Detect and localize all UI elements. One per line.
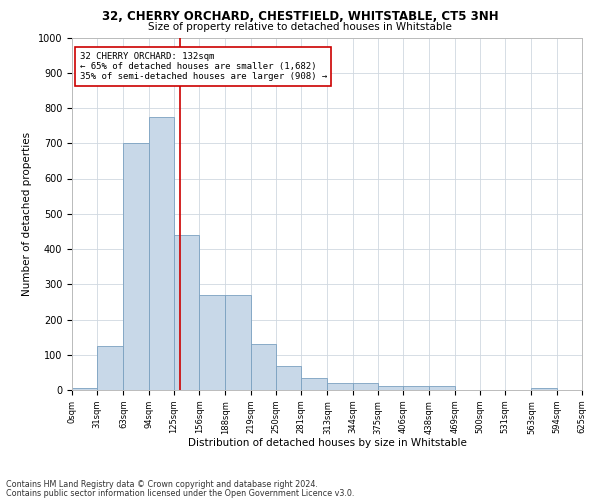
Text: Contains public sector information licensed under the Open Government Licence v3: Contains public sector information licen… xyxy=(6,488,355,498)
Bar xyxy=(199,295,226,390)
Text: 32 CHERRY ORCHARD: 132sqm
← 65% of detached houses are smaller (1,682)
35% of se: 32 CHERRY ORCHARD: 132sqm ← 65% of detac… xyxy=(80,52,327,82)
Bar xyxy=(378,386,403,390)
Bar xyxy=(301,378,328,390)
Bar xyxy=(226,295,251,390)
Bar xyxy=(149,117,174,390)
Bar xyxy=(72,388,97,390)
Y-axis label: Number of detached properties: Number of detached properties xyxy=(22,132,32,296)
Bar xyxy=(251,344,276,390)
X-axis label: Distribution of detached houses by size in Whitstable: Distribution of detached houses by size … xyxy=(188,438,466,448)
Bar xyxy=(124,143,149,390)
Bar xyxy=(276,366,301,390)
Bar xyxy=(97,346,124,390)
Bar xyxy=(328,383,353,390)
Text: Size of property relative to detached houses in Whitstable: Size of property relative to detached ho… xyxy=(148,22,452,32)
Text: 32, CHERRY ORCHARD, CHESTFIELD, WHITSTABLE, CT5 3NH: 32, CHERRY ORCHARD, CHESTFIELD, WHITSTAB… xyxy=(101,10,499,23)
Bar xyxy=(174,235,199,390)
Bar xyxy=(532,388,557,390)
Bar xyxy=(353,383,378,390)
Bar xyxy=(430,386,455,390)
Bar xyxy=(403,386,430,390)
Text: Contains HM Land Registry data © Crown copyright and database right 2024.: Contains HM Land Registry data © Crown c… xyxy=(6,480,318,489)
